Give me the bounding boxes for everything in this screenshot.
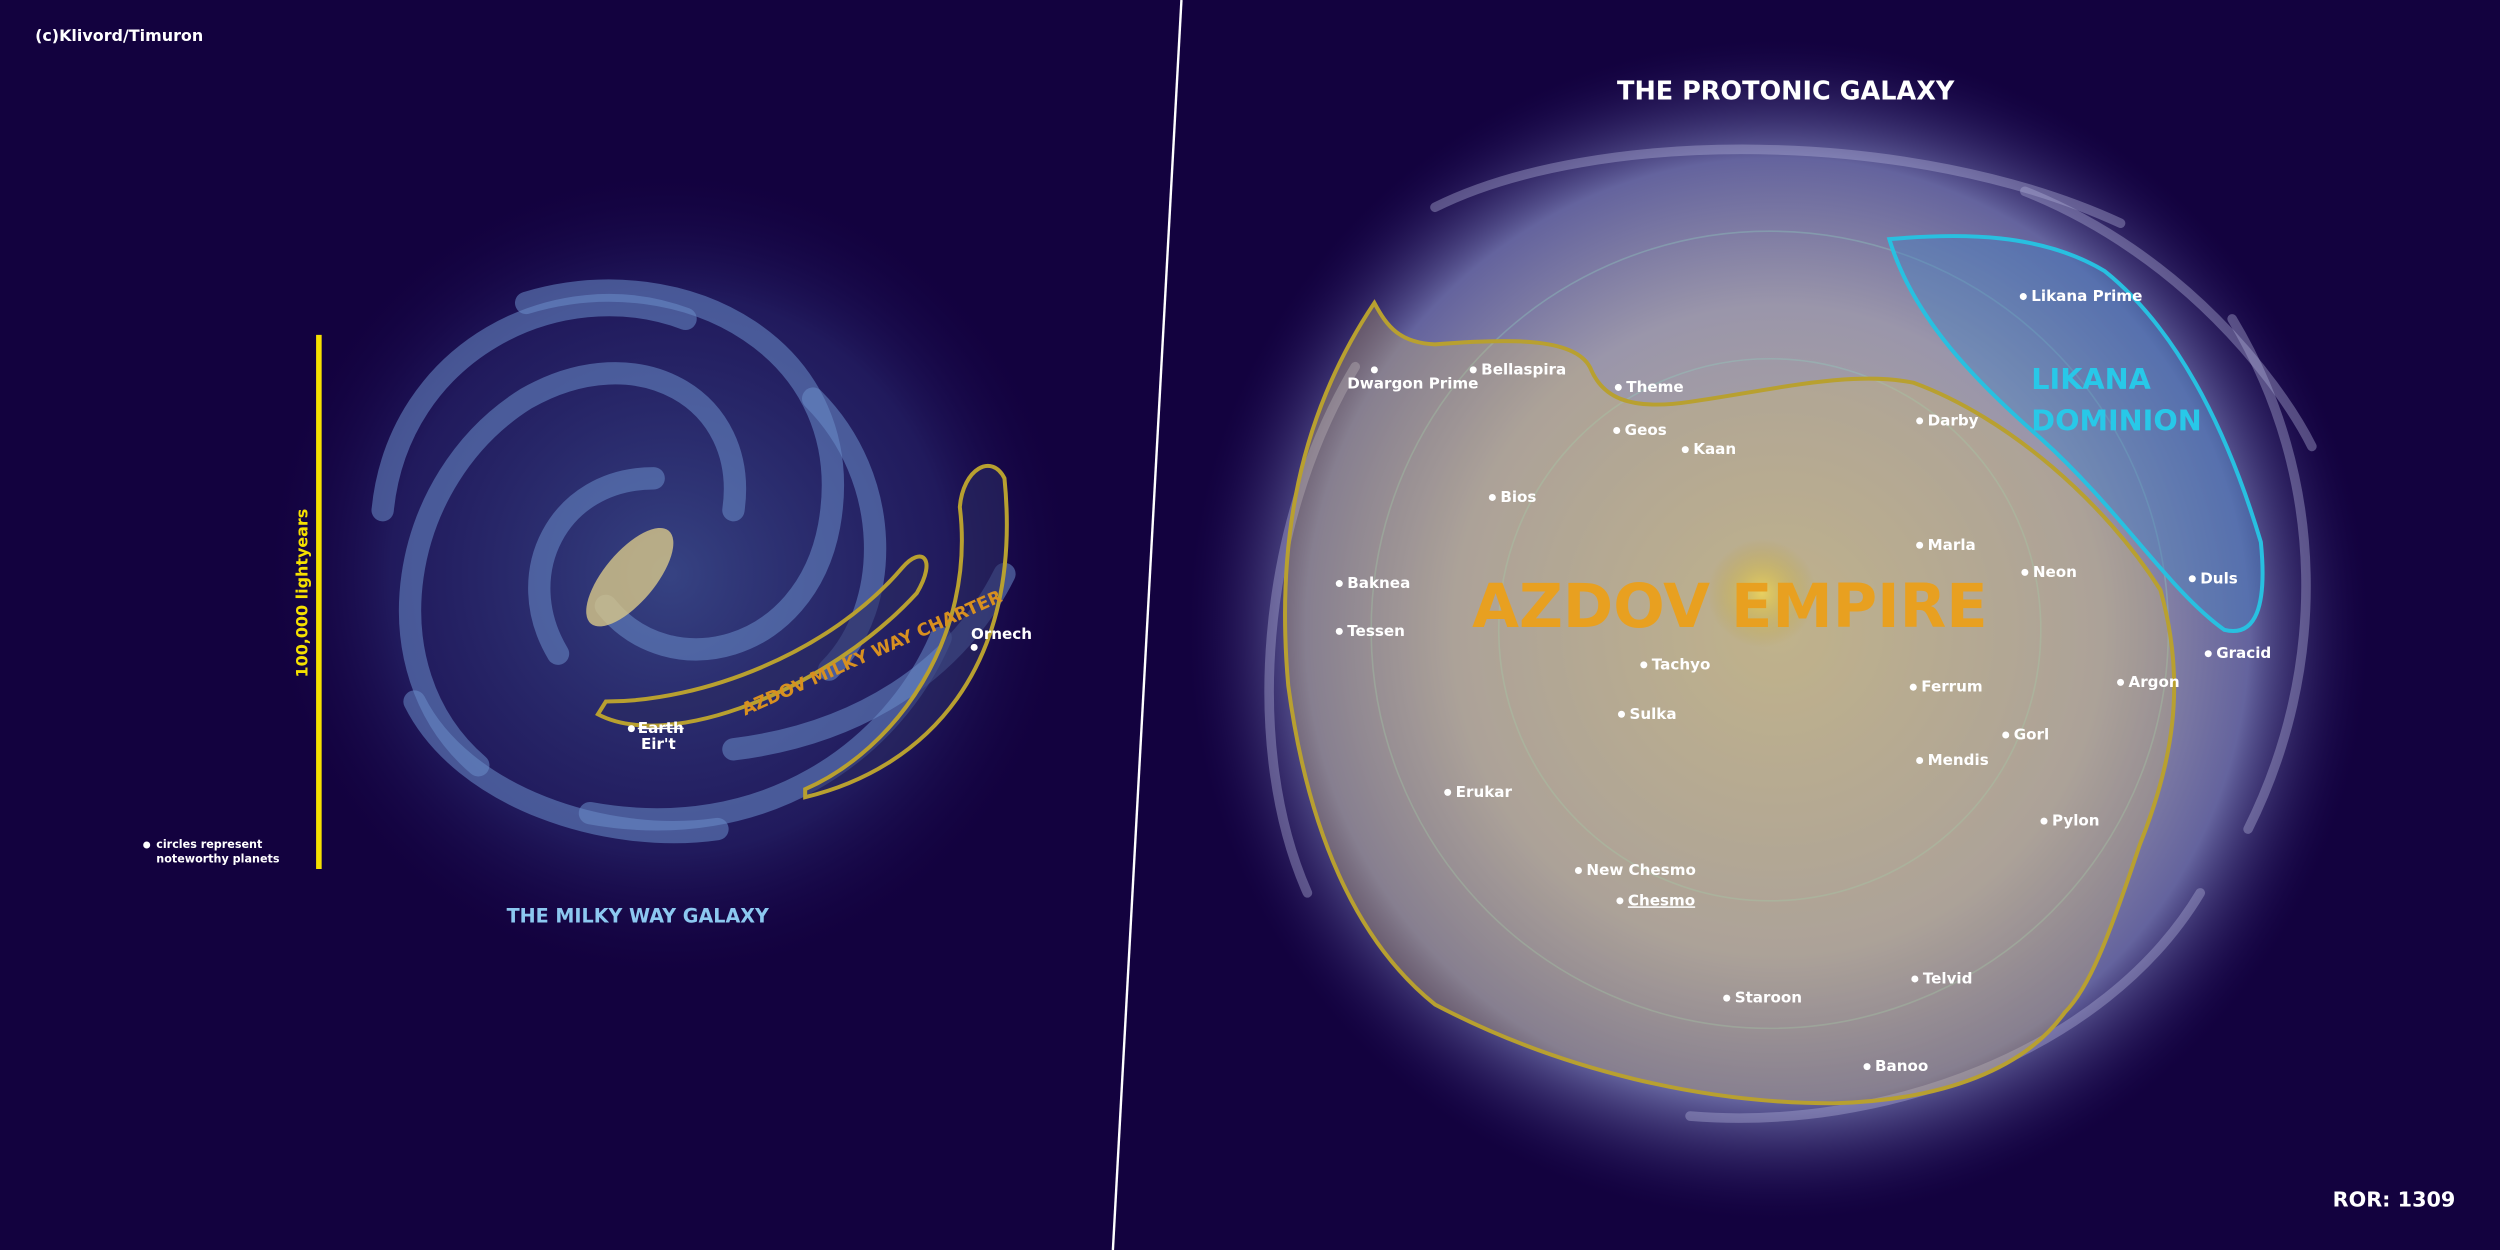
milky-way-art [271,175,1069,973]
planet-dot [1370,366,1378,374]
planet-label: Marla [1928,536,1976,554]
planet-dot [2019,293,2027,301]
planet-label: Bios [1500,488,1536,506]
planet-dot [1640,661,1648,669]
planet-label: Staroon [1735,989,1802,1007]
planet-dot [2117,678,2125,686]
milky-way-title: THE MILKY WAY GALAXY [507,904,770,927]
planet-label: Eir't [641,735,676,753]
planet-label: Kaan [1693,440,1736,458]
planet-dot [1574,867,1582,875]
planet-dot [2204,650,2212,658]
planet-label: Ornech [971,625,1032,643]
planet-dot [1916,417,1924,425]
planet-label: Telvid [1923,969,1973,987]
planet-dot [1723,994,1731,1002]
planet-dot [1617,710,1625,718]
planet-label: Gracid [2216,644,2271,662]
planet-dot [2002,731,2010,739]
planet-label: Earth [638,719,684,737]
planet-dot [2021,568,2029,576]
planet-label: Gorl [2014,726,2049,744]
planet-label: Dwargon Prime [1347,375,1478,393]
planet-label: Likana Prime [2031,287,2142,305]
protonic-title: THE PROTONIC GALAXY [1617,76,1955,106]
planet-label: Tachyo [1652,655,1711,673]
planet-label: Darby [1928,411,1979,429]
planet-dot [1613,426,1621,434]
planet-label: Baknea [1347,574,1410,592]
divider [1111,0,1183,1250]
planet-label: Argon [2129,673,2180,691]
planet-dot [1681,446,1689,454]
planet-dot [1614,383,1622,391]
planet-label: Neon [2033,563,2077,581]
planet-dot [1916,757,1924,765]
era-label: ROR: 1309 [2333,1188,2456,1212]
dominion-label: DOMINION [2031,404,2202,438]
credit: (c)Klivord/Timuron [35,26,203,45]
scale-label: 100,000 lightyears [292,509,311,678]
planet-dot [2040,817,2048,825]
planet-dot [1335,627,1343,635]
planet-label: Theme [1626,378,1683,396]
planet-label: Ferrum [1921,678,1982,696]
planet-dot [627,725,635,733]
legend-text: noteworthy planets [156,852,280,865]
planet-label: Bellaspira [1481,360,1566,378]
planet-dot [1909,683,1917,691]
planet-label: Sulka [1629,705,1676,723]
planet-label: Erukar [1456,783,1513,801]
planet-label: Pylon [2052,812,2100,830]
planet-dot [1469,366,1477,374]
planet-label: Tessen [1347,622,1405,640]
planet-label: Geos [1625,421,1667,439]
protonic-art [1187,39,2368,1220]
planet-dot [2188,575,2196,583]
planet-dot [1863,1063,1871,1071]
planet-label: New Chesmo [1586,861,1695,879]
planet-dot [970,643,978,651]
planet-dot [1911,975,1919,983]
planet-label: Chesmo [1628,891,1695,909]
planet-label: Banoo [1875,1057,1928,1075]
empire-label: AZDOV EMPIRE [1472,572,1988,642]
planet-dot [1616,897,1624,905]
legend-dot [143,841,151,849]
legend-text: circles represent [156,838,263,851]
planet-dot [1916,541,1924,549]
dominion-label: LIKANA [2031,362,2151,396]
planet-label: Duls [2200,569,2238,587]
planet-dot [1335,580,1343,588]
planet-dot [1488,493,1496,501]
planet-dot [1444,788,1452,796]
planet-label: Mendis [1928,751,1989,769]
